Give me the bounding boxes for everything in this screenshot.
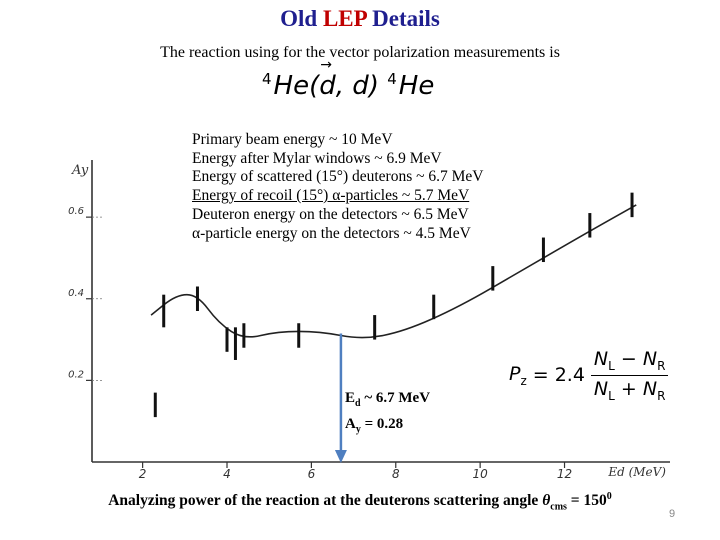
energy-line: α-particle energy on the detectors ~ 4.5… — [192, 224, 471, 242]
x-tick-label: 12 — [557, 467, 572, 481]
figure-caption: Analyzing power of the reaction at the d… — [108, 491, 612, 513]
title-highlight: LEP — [322, 6, 367, 31]
x-tick-label: 6 — [308, 467, 316, 481]
energy-line: Energy after Mylar windows ~ 6.9 MeV — [192, 149, 442, 167]
y-tick-label: 0.2 — [68, 369, 84, 380]
polarization-formula: Pz = 2.4 NL − NR NL + NR — [505, 346, 673, 405]
energy-list: Primary beam energy ~ 10 MeV Energy afte… — [190, 131, 486, 244]
fit-curve — [150, 204, 637, 339]
y-tick-label: 0.4 — [68, 288, 84, 299]
projectile-polarized: d — [319, 57, 336, 101]
energy-line: Energy of recoil (15°) α-particles ~ 5.7… — [192, 187, 470, 205]
y-tick-label: 0.6 — [68, 206, 84, 217]
x-axis-label: Ed (MeV) — [607, 465, 666, 479]
page-number: 9 — [669, 508, 676, 520]
slide-title: Old LEP Details — [280, 6, 440, 31]
marker-annotation: Ed ~ 6.7 MeV Ay = 0.28 — [345, 388, 431, 440]
reaction-formula: 4He(d, d) 4He — [262, 57, 434, 101]
energy-line: Energy of scattered (15°) deuterons ~ 6.… — [192, 168, 484, 186]
x-tick-label: 2 — [139, 467, 147, 481]
energy-line: Primary beam energy ~ 10 MeV — [192, 131, 393, 148]
x-tick-label: 8 — [392, 467, 400, 481]
energy-marker-arrowhead — [334, 450, 347, 463]
energy-line: Deuteron energy on the detectors ~ 6.5 M… — [192, 205, 469, 223]
slide-subtitle: The reaction using for the vector polari… — [160, 44, 560, 61]
y-axis-label: Ay — [71, 163, 89, 178]
analyzing-power-chart: 0.2 0.4 0.6 2 4 6 8 10 12 Ay Ed (MeV) — [68, 160, 670, 481]
x-tick-label: 10 — [473, 467, 489, 481]
x-tick-label: 4 — [223, 467, 231, 481]
